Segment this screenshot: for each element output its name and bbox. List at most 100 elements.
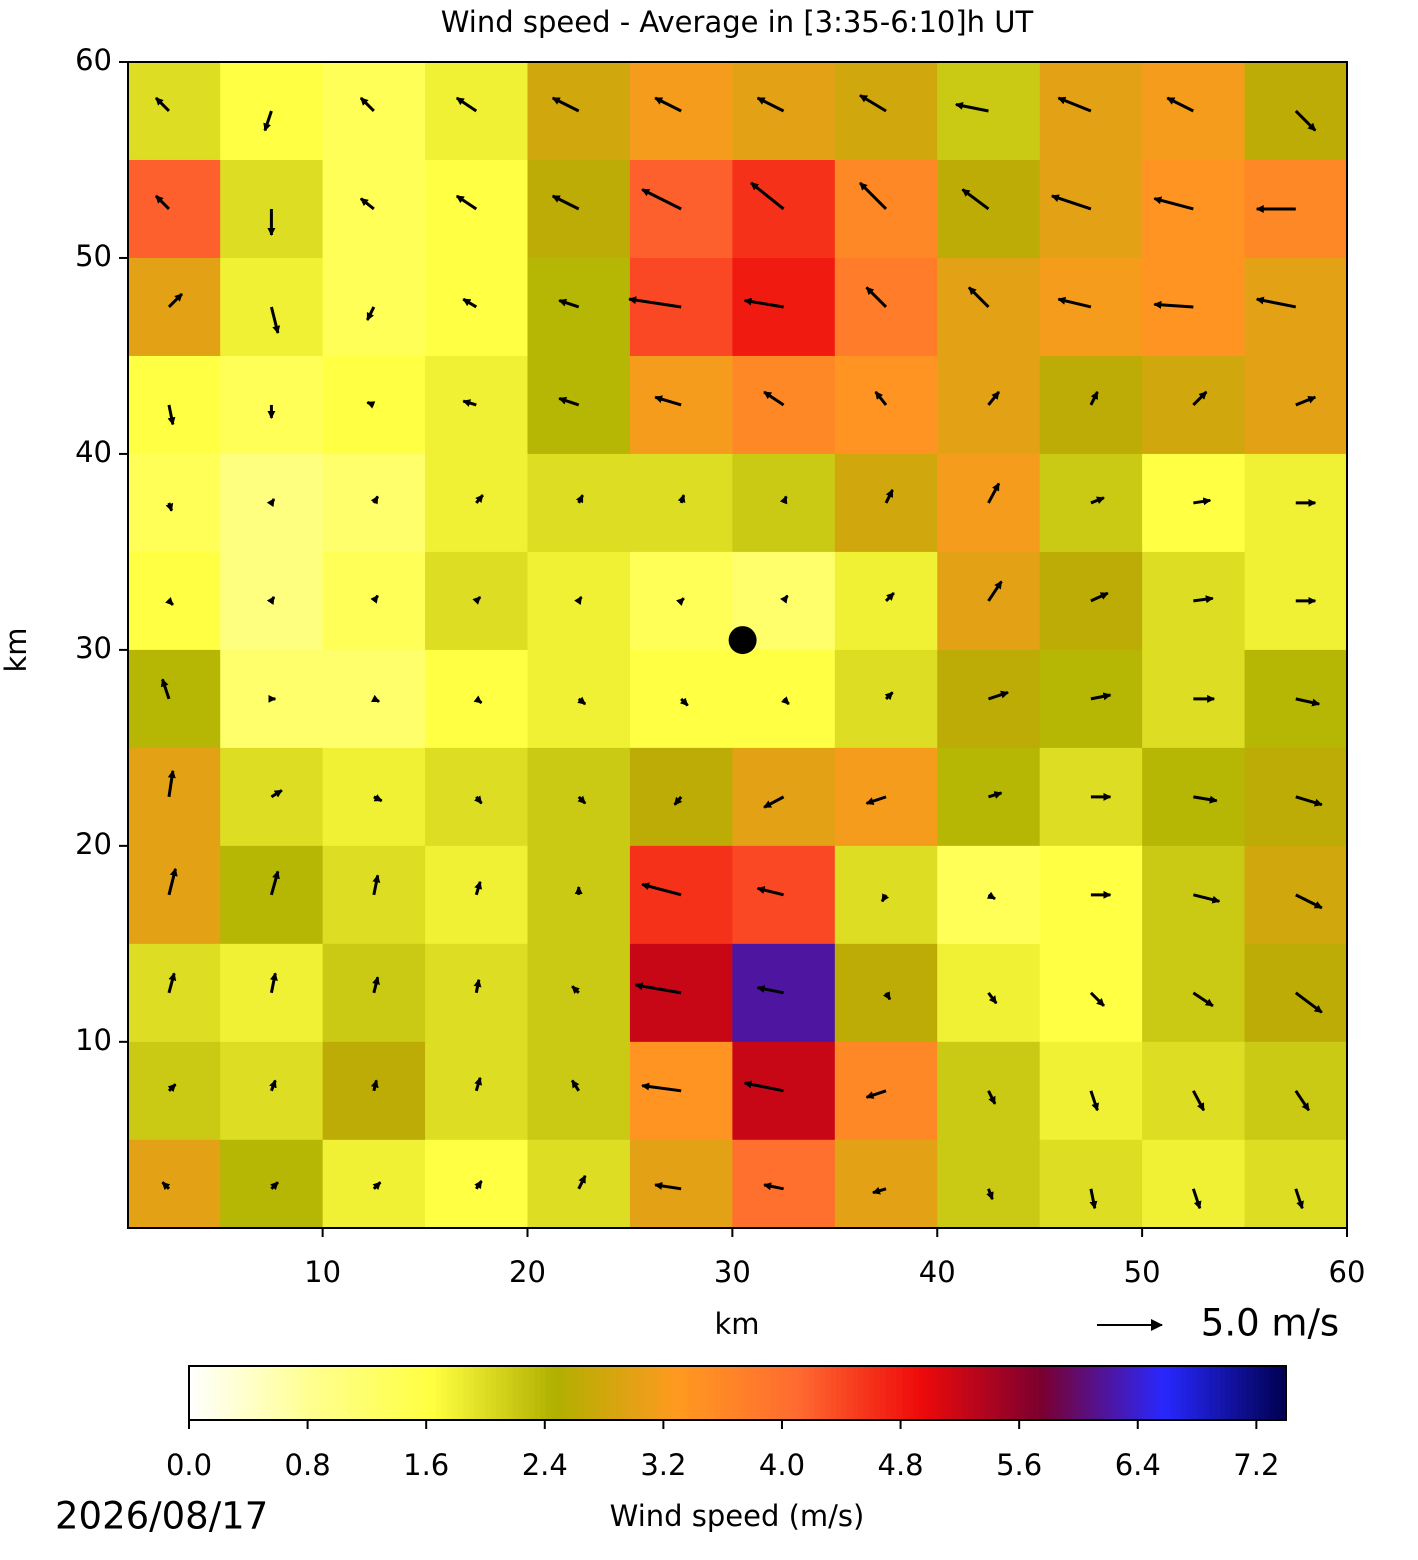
colorbar-swatch (276, 1366, 283, 1420)
heatmap-cell (732, 747, 836, 847)
wind-vector (1089, 1090, 1099, 1112)
wind-vector (1153, 196, 1194, 211)
colorbar-swatch (677, 1366, 684, 1420)
wind-vector (673, 795, 683, 806)
colorbar-swatch (797, 1366, 804, 1420)
colorbar-swatch (715, 1366, 722, 1420)
colorbar-swatch (1220, 1366, 1227, 1420)
colorbar-swatch (852, 1366, 859, 1420)
colorbar-swatch (1143, 1366, 1150, 1420)
heatmap-cell (629, 257, 733, 357)
heatmap-cell (322, 1041, 426, 1141)
colorbar-swatch (413, 1366, 420, 1420)
wind-vector (269, 972, 278, 994)
colorbar-swatch (704, 1366, 711, 1420)
heatmap-cell (834, 649, 938, 749)
colorbar-swatch (836, 1366, 843, 1420)
colorbar-swatch (523, 1366, 530, 1420)
colorbar-swatch (1192, 1366, 1199, 1420)
wind-vector (1090, 692, 1112, 701)
heatmap-cell (322, 62, 426, 161)
colorbar-swatch (814, 1366, 821, 1420)
colorbar-tick-label: 4.8 (878, 1448, 924, 1482)
wind-vector (1193, 595, 1214, 604)
colorbar-swatch (1253, 1366, 1260, 1420)
wind-vector (167, 769, 176, 798)
colorbar-swatch (1000, 1366, 1007, 1420)
heatmap-cell (629, 62, 733, 161)
heatmap-cell (732, 257, 836, 357)
colorbar-swatch (1258, 1366, 1265, 1420)
colorbar-swatch (1110, 1366, 1117, 1420)
colorbar-swatch (578, 1366, 585, 1420)
colorbar-swatch (1055, 1366, 1062, 1420)
wind-vector (986, 1188, 994, 1201)
heatmap-cell (732, 1139, 836, 1228)
colorbar-swatch (232, 1366, 239, 1420)
colorbar-swatch (556, 1366, 563, 1420)
wind-vector (961, 188, 990, 211)
wind-vector (366, 306, 376, 321)
colorbar-swatch (1039, 1366, 1046, 1420)
plot-frame (127, 61, 1348, 1229)
wind-vector (987, 991, 998, 1005)
colorbar-swatch (622, 1366, 629, 1420)
colorbar-swatch (1033, 1366, 1040, 1420)
wind-vector (455, 194, 478, 211)
wind-vector (634, 982, 682, 995)
wind-vector (1294, 1188, 1304, 1210)
heatmap-cell (128, 453, 221, 553)
heatmap-cell (527, 1139, 631, 1228)
wind-vector (269, 306, 281, 334)
wind-vector (167, 972, 177, 994)
heatmap-cell (732, 62, 836, 161)
colorbar-swatch (1104, 1366, 1112, 1420)
colorbar-swatch (1236, 1366, 1243, 1420)
heatmap-cell (128, 62, 221, 161)
key-label: 5.0 m/s (1201, 1302, 1339, 1345)
colorbar-swatch (326, 1366, 333, 1420)
wind-vector (266, 596, 276, 606)
wind-vector (574, 596, 583, 606)
heatmap-cell (834, 551, 938, 651)
wind-vector (987, 580, 1003, 602)
heatmap-cell (527, 257, 631, 357)
colorbar-swatch (918, 1366, 925, 1420)
wind-vector (987, 690, 1009, 701)
colorbar-swatch (666, 1366, 673, 1420)
wind-vector (1057, 296, 1092, 309)
colorbar-label: Wind speed (m/s) (610, 1499, 865, 1533)
heatmap-cell (732, 355, 836, 455)
wind-vector (160, 678, 171, 700)
colorbar-swatch (1187, 1366, 1194, 1420)
colorbar-swatch (397, 1366, 404, 1420)
wind-vector (880, 893, 890, 903)
colorbar-swatch (967, 1366, 974, 1420)
colorbar-swatch (891, 1366, 898, 1420)
colorbar-swatch (726, 1366, 733, 1420)
wind-vector (370, 694, 380, 703)
heatmap-cell (834, 1139, 938, 1228)
wind-vector (654, 96, 682, 113)
heatmap-cell (1142, 257, 1246, 357)
colorbar-swatch (348, 1366, 355, 1420)
colorbar-swatch (408, 1366, 415, 1420)
wind-vector (1192, 893, 1221, 904)
colorbar-swatch (688, 1366, 695, 1420)
colorbar-tick-label: 0.8 (285, 1448, 331, 1482)
x-axis-label: km (714, 1307, 759, 1341)
wind-vector (472, 595, 482, 605)
heatmap-cell (527, 845, 631, 945)
wind-vector (641, 188, 682, 211)
colorbar-swatch (1066, 1366, 1073, 1420)
colorbar-swatch (446, 1366, 453, 1420)
wind-vector (779, 495, 788, 505)
wind-vector (474, 1076, 483, 1092)
heatmap-cell (425, 355, 529, 455)
colorbar-swatch (1061, 1366, 1068, 1420)
colorbar-swatch (748, 1366, 755, 1420)
colorbar-swatch (243, 1366, 250, 1420)
heatmap-cell (128, 355, 221, 455)
wind-vector (551, 96, 580, 113)
wind-vector (675, 597, 685, 607)
